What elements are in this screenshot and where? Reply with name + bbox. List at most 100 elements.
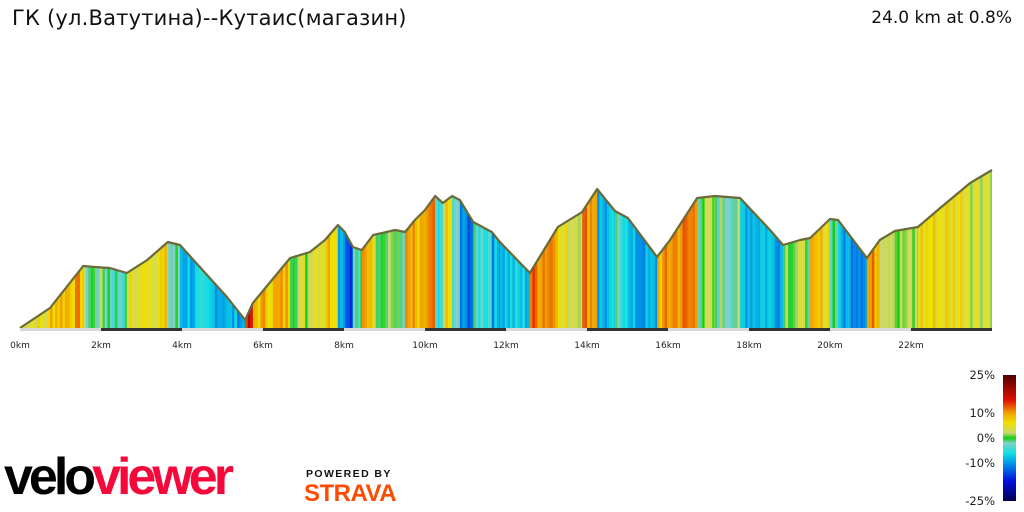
gradient-stripe [647,170,651,330]
gradient-stripe [179,170,183,330]
gradient-stripe [982,170,986,330]
x-tick-label: 22km [898,341,923,351]
gradient-stripe [361,170,365,330]
gradient-stripe [812,170,816,330]
gradient-stripe [807,170,811,330]
gradient-stripe [94,170,98,330]
gradient-stripe [765,170,768,330]
gradient-stripe [496,170,500,330]
gradient-stripe [442,170,446,330]
gradient-stripe [780,170,783,330]
legend-label: 0% [977,431,995,445]
gradient-stripe [672,170,676,330]
gradient-stripe [499,170,503,330]
gradient-stripe [830,170,833,330]
gradient-stripe [112,170,116,330]
gradient-stripe [388,170,391,330]
gradient-stripe [272,170,276,330]
gradient-stripe [437,170,441,330]
gradient-stripe [690,170,693,330]
gradient-stripe [871,170,875,330]
gradient-stripe [410,170,413,330]
gradient-stripe [77,170,81,330]
gradient-stripe [383,170,386,330]
gradient-stripe [650,170,654,330]
gradient-stripe [337,170,341,330]
gradient-stripe [762,170,766,330]
gradient-stripe [567,170,571,330]
gradient-stripe [450,170,454,330]
gradient-stripe [724,170,728,330]
gradient-stripe [162,170,165,330]
gradient-stripe [445,170,449,330]
gradient-stripe [312,170,316,330]
gradient-stripe [364,170,368,330]
gradient-stripe [260,170,264,330]
gradient-stripe [664,170,668,330]
gradient-stripe [537,170,541,330]
gradient-stripe [967,170,971,330]
gradient-stripe [164,170,168,330]
gradient-stripe [79,170,83,330]
gradient-stripe [302,170,306,330]
gradient-stripe [322,170,326,330]
gradient-stripe [835,170,838,330]
gradient-stripe [329,170,333,330]
gradient-stripe [707,170,710,330]
gradient-stripe [452,170,455,330]
gradient-stripe [937,170,941,330]
gradient-stripe [527,170,531,330]
gradient-stripe [519,170,523,330]
gradient-stripe [547,170,551,330]
gradient-stripe [290,170,293,330]
gradient-stripe [430,170,433,330]
gradient-stripe [57,170,61,330]
gradient-stripe [642,170,646,330]
gradient-stripe [554,170,558,330]
gradient-stripe [139,170,143,330]
gradient-stripe [760,170,763,330]
gradient-stripe [817,170,821,330]
distance-bar-segment [749,328,830,331]
gradient-stripe [483,170,486,330]
gradient-stripe [617,170,621,330]
gradient-stripe [480,170,484,330]
gradient-stripe [920,170,924,330]
distance-bar-segment [344,328,425,331]
gradient-stripe [747,170,751,330]
gradient-stripe [380,170,384,330]
gradient-stripe [542,170,546,330]
distance-bar-segment [668,328,749,331]
distance-bar-segment [587,328,668,331]
gradient-stripe [534,170,538,330]
gradient-stripe [149,170,153,330]
gradient-stripe [582,170,585,330]
gradient-stripe [236,170,240,330]
gradient-stripe [850,170,854,330]
gradient-stripe [107,170,111,330]
gradient-stripe [667,170,670,330]
gradient-stripe [914,170,918,330]
gradient-stripe [838,170,841,330]
gradient-stripe [565,170,569,330]
gradient-stripe [695,170,698,330]
gradient-stripe [659,170,663,330]
gradient-stripe [222,170,226,330]
gradient-stripe [109,170,113,330]
gradient-stripe [157,170,160,330]
gradient-stripe [462,170,466,330]
gradient-stripe [560,170,564,330]
x-axis-ticks: 0km 2km 4km 6km 8km 10km 12km 14km 16km 18km 20km 2… [10,341,924,351]
gradient-stripe [285,170,289,330]
gradient-stripe [25,170,28,330]
gradient-stripe [770,170,773,330]
gradient-stripe [375,170,379,330]
legend-label: 10% [969,406,995,420]
gradient-stripe [709,170,713,330]
gradient-stripe [478,170,481,330]
gradient-stripe [853,170,856,330]
legend-label: -25% [965,494,995,508]
gradient-stripe [757,170,761,330]
gradient-stripe [902,170,905,330]
distance-bar-segment [20,328,101,331]
